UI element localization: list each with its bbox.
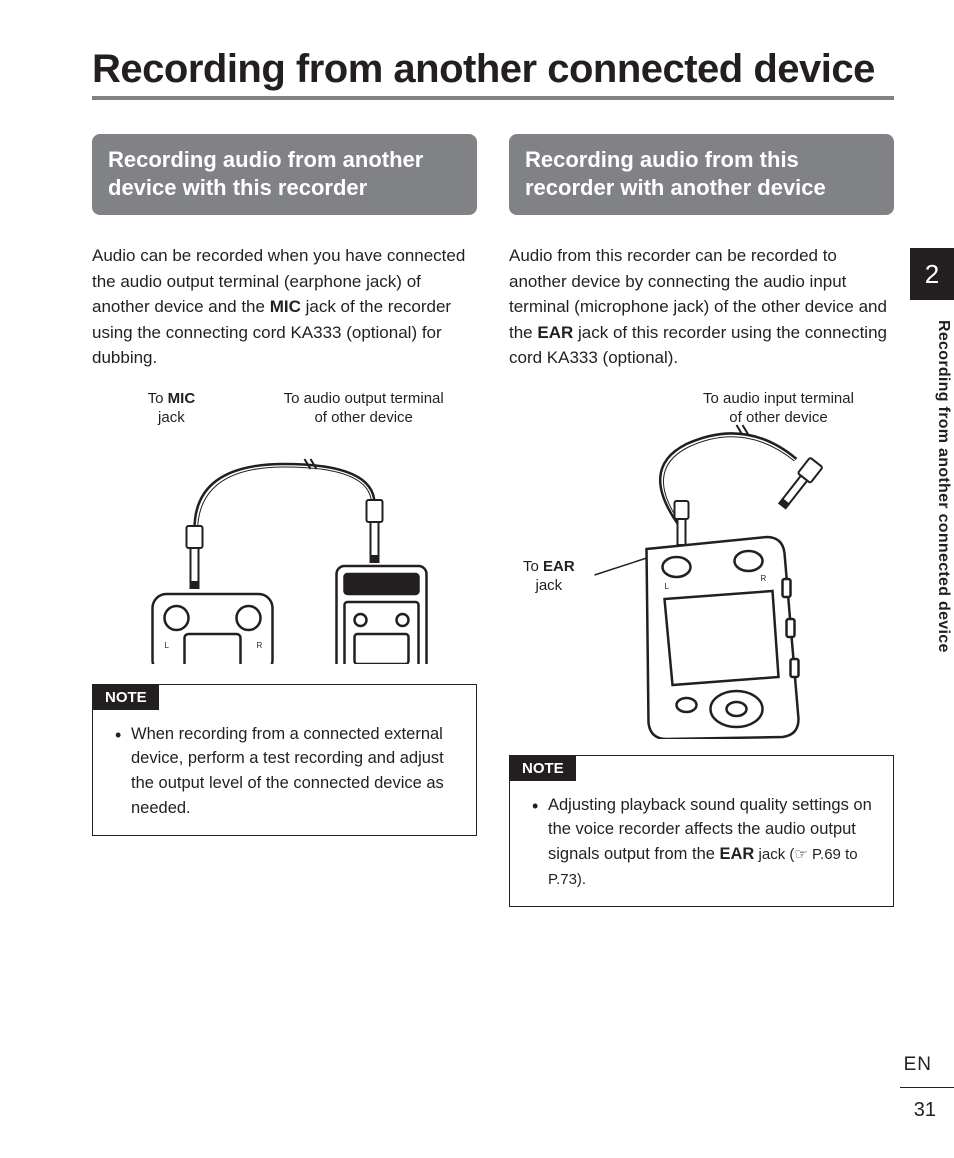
text-segment: of other device [314, 409, 412, 426]
manual-page: Recording from another connected device … [0, 0, 954, 1158]
left-section-header: Recording audio from another device with… [92, 134, 477, 215]
note-label: NOTE [510, 756, 576, 781]
ear-bold: EAR [720, 845, 755, 863]
mic-jack-label: To MIC jack [96, 389, 247, 428]
connection-diagram-icon: L R [92, 434, 477, 664]
title-underline [92, 96, 894, 100]
note-item: Adjusting playback sound quality setting… [532, 793, 875, 892]
ear-bold: EAR [537, 323, 573, 342]
right-section-header: Recording audio from this recorder with … [509, 134, 894, 215]
note-list: When recording from a connected external… [93, 722, 476, 821]
text-segment: To audio output terminal [284, 390, 444, 407]
connection-diagram-icon: L R [509, 389, 894, 739]
text-segment: jack [158, 409, 185, 426]
two-column-layout: Recording audio from another device with… [92, 134, 894, 907]
note-label: NOTE [93, 685, 159, 710]
svg-text:L: L [665, 582, 670, 591]
right-note-box: NOTE Adjusting playback sound quality se… [509, 755, 894, 907]
note-list: Adjusting playback sound quality setting… [510, 793, 893, 892]
left-column: Recording audio from another device with… [92, 134, 477, 907]
chapter-number-tab: 2 [910, 248, 954, 300]
note-item: When recording from a connected external… [115, 722, 458, 821]
output-terminal-label: To audio output terminal of other device [254, 389, 473, 428]
left-diagram-labels: To MIC jack To audio output terminal of … [92, 389, 477, 434]
left-connection-diagram: L R [92, 434, 477, 664]
left-note-box: NOTE When recording from a connected ext… [92, 684, 477, 836]
right-body-text: Audio from this recorder can be recorded… [509, 243, 894, 371]
footer-rule [900, 1087, 954, 1088]
right-connection-diagram: To audio input terminal of other device … [509, 389, 894, 739]
page-number: 31 [914, 1099, 936, 1122]
left-body-text: Audio can be recorded when you have conn… [92, 243, 477, 371]
svg-text:R: R [257, 641, 263, 650]
mic-bold: MIC [270, 297, 301, 316]
language-indicator: EN [904, 1054, 932, 1076]
mic-bold: MIC [168, 390, 196, 407]
svg-text:L: L [165, 641, 170, 650]
page-title: Recording from another connected device [92, 48, 894, 90]
right-column: Recording audio from this recorder with … [509, 134, 894, 907]
text-segment: To [148, 390, 168, 407]
svg-text:R: R [761, 574, 767, 583]
side-section-title: Recording from another connected device [934, 320, 952, 653]
